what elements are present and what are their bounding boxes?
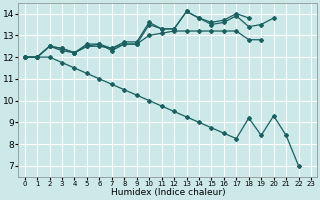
- X-axis label: Humidex (Indice chaleur): Humidex (Indice chaleur): [110, 188, 225, 197]
